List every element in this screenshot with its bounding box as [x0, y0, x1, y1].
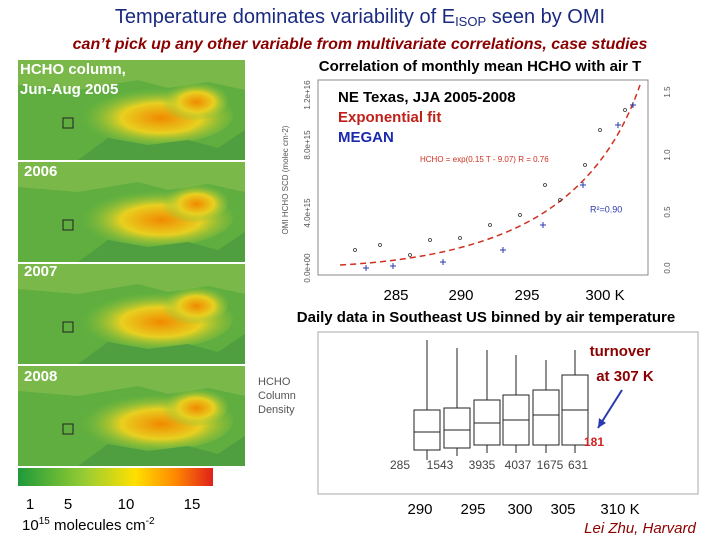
caption: Daily data in Southeast US binned by air… [297, 309, 675, 326]
map-label: HCHO column, [20, 61, 126, 78]
fit-curve [339, 84, 641, 266]
scatter-title: Correlation of monthly mean HCHO with ai… [319, 58, 642, 75]
r2-label: R²=0.90 [590, 204, 622, 214]
scatter-y-tick: 1.2e+16 [303, 80, 312, 110]
scatter-x-tick: 290 [448, 287, 473, 304]
unit-exp: 15 [39, 516, 51, 527]
scatter-y2-tick: 1.5 [663, 86, 672, 98]
arrow-head [598, 418, 606, 428]
scatter-y-label: OMI HCHO SCD (molec cm-2) [281, 125, 290, 234]
boxplot-x-tick: 310 K [600, 501, 639, 518]
map-label: Jun-Aug 2005 [20, 81, 118, 98]
boxplot-x-tick: 290 [407, 501, 432, 518]
boxes [413, 340, 589, 460]
scatter-frame [317, 79, 649, 276]
scatter-y-tick: 4.0e+15 [303, 198, 312, 228]
scatter-y-tick: 0.0e+00 [303, 253, 312, 283]
legend-entry: Exponential fit [338, 109, 441, 126]
annotation: turnover [590, 343, 651, 360]
scatter-y-tick: 8.0e+15 [303, 130, 312, 160]
colorbar-tick: 15 [184, 496, 201, 513]
scatter-x-tick: 295 [514, 287, 539, 304]
boxplot-y-label: HCHO [258, 376, 291, 388]
unit-mid: molecules cm [50, 517, 146, 534]
colorbar-tick: 10 [118, 496, 135, 513]
annotation: at 307 K [596, 368, 654, 385]
unit-base: 10 [22, 517, 39, 534]
count-label: 285 [390, 458, 410, 472]
legend-entry: NE Texas, JJA 2005-2008 [338, 89, 516, 106]
subtitle: can’t pick up any other variable from mu… [73, 36, 648, 53]
colorbar-unit: 1015 molecules cm-2 [22, 516, 155, 534]
scatter-x-tick: 300 K [585, 287, 624, 304]
count-label: 3935 [469, 458, 496, 472]
colorbar-tick: 1 [26, 496, 34, 513]
boxplot-x-tick: 300 [507, 501, 532, 518]
scatter-points [353, 108, 627, 257]
count-label: 4037 [505, 458, 532, 472]
title-subscript: ISOP [455, 14, 486, 29]
colorbar [18, 468, 213, 486]
boxplot-x-tick: 305 [550, 501, 575, 518]
scatter-y2-tick: 0.5 [663, 206, 672, 218]
credit: Lei Zhu, Harvard [584, 520, 696, 537]
scatter-x-tick: 285 [383, 287, 408, 304]
title-text: Temperature dominates variability of E [115, 6, 455, 28]
slide-title: Temperature dominates variability of EIS… [115, 6, 605, 29]
unit-exp: -2 [146, 516, 155, 527]
boxplot-y-label: Density [258, 404, 295, 416]
scatter-y2-tick: 0.0 [663, 262, 672, 274]
title-tail: seen by OMI [486, 6, 605, 28]
count-label: 181 [584, 435, 604, 449]
count-label: 1675 [537, 458, 564, 472]
count-label: 1543 [427, 458, 454, 472]
megan-points [363, 102, 636, 271]
boxplot-y-label: Column [258, 390, 296, 402]
count-label: 631 [568, 458, 588, 472]
colorbar-tick: 5 [64, 496, 72, 513]
year-label: 2007 [24, 263, 57, 280]
boxplot-x-tick: 295 [460, 501, 485, 518]
year-label: 2008 [24, 368, 57, 385]
scatter-y2-tick: 1.0 [663, 149, 672, 161]
boxplot-frame [317, 331, 699, 495]
fit-label: HCHO = exp(0.15 T - 9.07) R = 0.76 [420, 155, 549, 164]
year-label: 2006 [24, 163, 57, 180]
legend-entry: MEGAN [338, 129, 394, 146]
